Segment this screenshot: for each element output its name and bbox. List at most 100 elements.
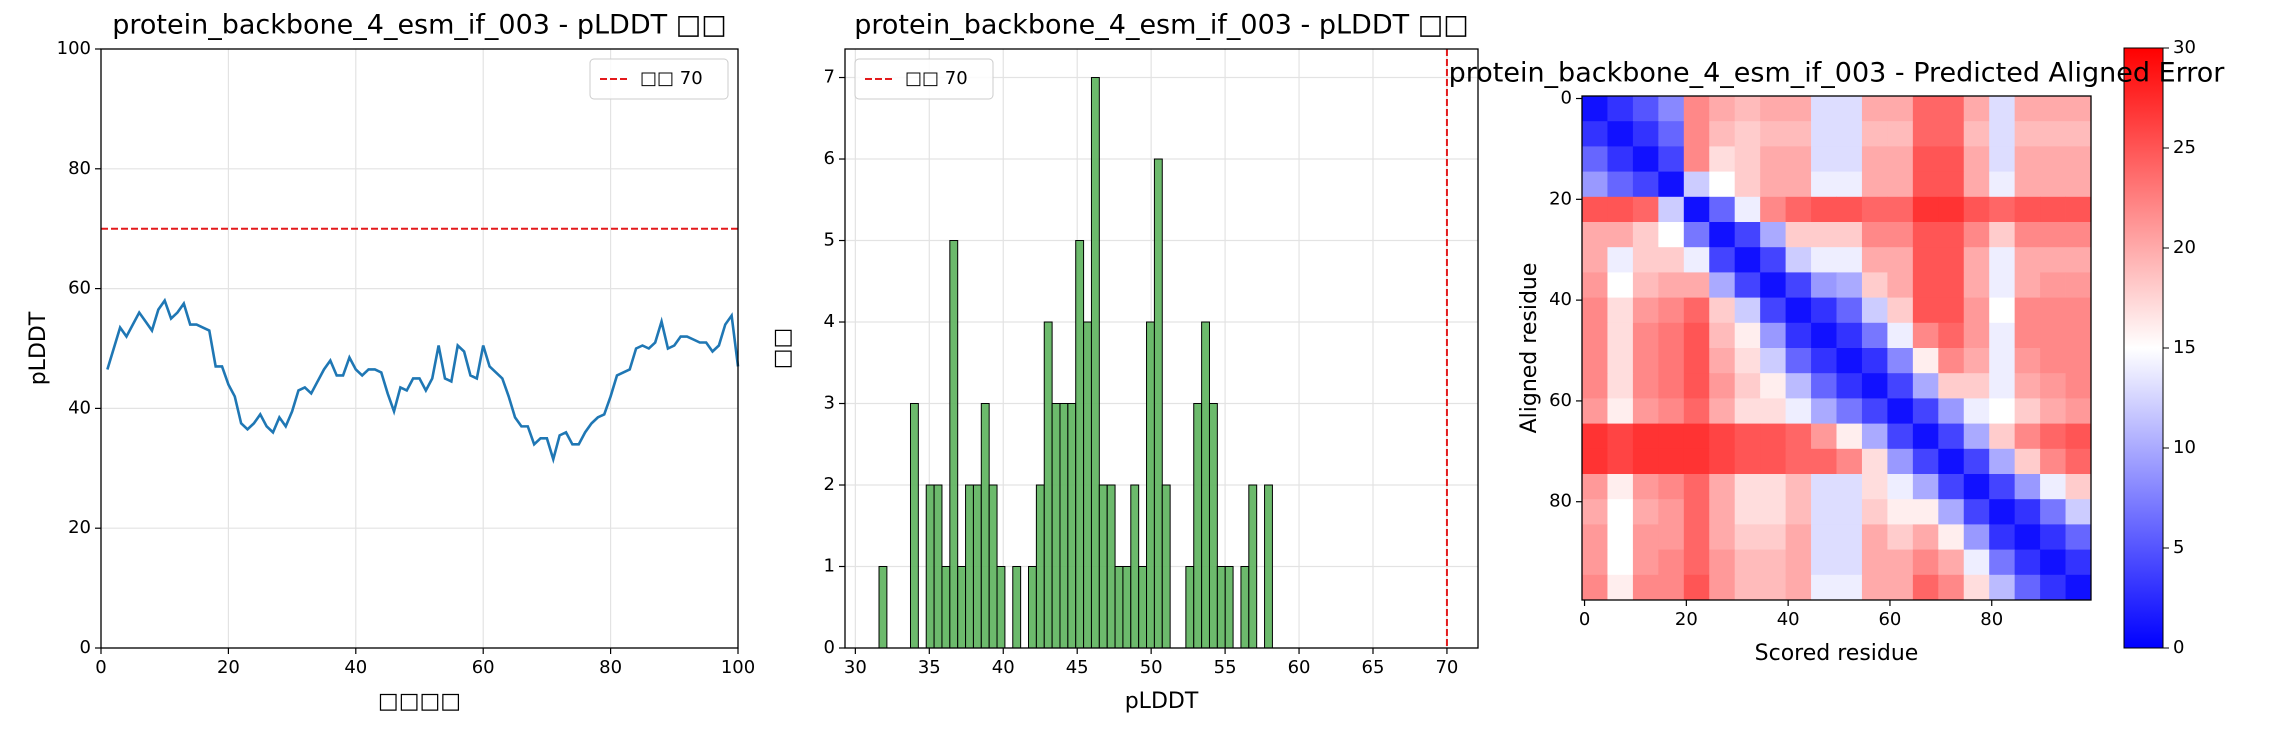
y-tick-label: 1	[824, 556, 835, 577]
panel: 0 5 10 15 20 25 30 0 20 40 60 80 0 20 40 60 80 protein_ba…	[1449, 37, 2226, 666]
heatmap-cell	[1836, 549, 1863, 576]
heatmap-cell	[1938, 121, 1965, 147]
heatmap-cell	[1709, 171, 1736, 198]
heatmap-cell	[1836, 222, 1863, 248]
x-tick-label: 60	[1288, 657, 1311, 678]
heatmap-cell	[1683, 348, 1710, 374]
heatmap-cell	[1785, 474, 1812, 500]
heatmap-cell	[1989, 297, 2016, 324]
heatmap-cell	[1709, 448, 1736, 475]
heatmap-cell	[1734, 196, 1761, 223]
heatmap-cell	[1785, 499, 1812, 525]
heatmap-cell	[1963, 474, 1990, 500]
heatmap-cell	[1811, 272, 1837, 298]
bar	[878, 566, 888, 649]
heatmap-cell	[1607, 373, 1634, 399]
heatmap-cell	[1658, 247, 1685, 273]
heatmap-cell	[1938, 448, 1965, 475]
heatmap-cell	[1658, 297, 1685, 324]
heatmap-cell	[1582, 322, 1608, 349]
heatmap-cell	[2040, 474, 2066, 500]
heatmap-cell	[1836, 524, 1863, 550]
x-tick-label: 40	[1777, 609, 1800, 630]
heatmap-cell	[1658, 171, 1685, 198]
heatmap-cell	[1963, 348, 1990, 374]
heatmap-cell	[2040, 96, 2066, 122]
heatmap-cell	[1709, 196, 1736, 223]
heatmap-cell	[1836, 499, 1863, 525]
x-tick-label: 80	[1980, 609, 2003, 630]
bar	[957, 566, 967, 649]
heatmap-cell	[1582, 423, 1608, 450]
heatmap-cell	[1582, 524, 1608, 550]
heatmap-cell	[1683, 322, 1710, 349]
heatmap-cell	[1607, 222, 1634, 248]
heatmap-cell	[1861, 222, 1888, 248]
heatmap-cell	[1938, 423, 1965, 450]
heatmap-cell	[1861, 574, 1888, 601]
heatmap-cell	[1734, 499, 1761, 525]
heatmap-cell	[1861, 146, 1888, 172]
heatmap-cell	[1836, 272, 1863, 298]
heatmap-cell	[1887, 348, 1914, 374]
x-tick-label: 70	[1435, 657, 1458, 678]
y-tick-label: 7	[824, 67, 835, 88]
heatmap-cell	[1963, 272, 1990, 298]
heatmap-cell	[1683, 222, 1710, 248]
heatmap-cell	[1607, 448, 1634, 475]
heatmap-cell	[1582, 474, 1608, 500]
heatmap-cell	[1912, 348, 1939, 374]
heatmap-cell	[1760, 96, 1786, 122]
x-axis-label: □□□□	[378, 689, 461, 714]
x-tick-label: 60	[1878, 609, 1901, 630]
heatmap-cell	[1861, 499, 1888, 525]
bar	[1193, 403, 1203, 649]
heatmap-cell	[2065, 121, 2092, 147]
heatmap-cell	[1709, 348, 1736, 374]
heatmap-cell	[1811, 222, 1837, 248]
heatmap-cell	[2014, 448, 2041, 475]
heatmap-cell	[2065, 574, 2092, 601]
heatmap-cell	[1658, 423, 1685, 450]
bar	[1090, 77, 1100, 649]
heatmap-cell	[1632, 499, 1659, 525]
heatmap-cell	[1582, 499, 1608, 525]
heatmap-cell	[1582, 121, 1608, 147]
heatmap-cell	[1632, 121, 1659, 147]
heatmap-cell	[1785, 247, 1812, 273]
heatmap-cell	[1887, 171, 1914, 198]
heatmap-cell	[1963, 524, 1990, 550]
heatmap-cell	[1989, 196, 2016, 223]
heatmap-cell	[1683, 247, 1710, 273]
heatmap-cell	[1658, 499, 1685, 525]
heatmap-cell	[1683, 272, 1710, 298]
heatmap-cell	[1658, 146, 1685, 172]
heatmap-cell	[1938, 247, 1965, 273]
heatmap-cell	[2040, 322, 2066, 349]
heatmap-cell	[1760, 549, 1786, 576]
heatmap-cell	[1785, 196, 1812, 223]
heatmap-cell	[1785, 222, 1812, 248]
y-tick-label: 20	[1549, 188, 1572, 209]
bar	[1075, 240, 1085, 649]
heatmap-cell	[1912, 549, 1939, 576]
bar	[965, 484, 974, 649]
heatmap-cell	[1887, 499, 1914, 525]
heatmap-cell	[1861, 348, 1888, 374]
heatmap-cell	[1861, 549, 1888, 576]
heatmap-cell	[1887, 272, 1914, 298]
heatmap-cell	[2014, 499, 2041, 525]
heatmap-cell	[1861, 373, 1888, 399]
heatmap-cell	[1683, 96, 1710, 122]
heatmap-cell	[2065, 373, 2092, 399]
y-tick-label: 60	[1549, 390, 1572, 411]
heatmap-cell	[1632, 171, 1659, 198]
bar	[1035, 484, 1045, 649]
heatmap-cell	[1887, 398, 1914, 424]
heatmap-cell	[1785, 348, 1812, 374]
bar	[909, 403, 919, 649]
heatmap-cell	[1963, 247, 1990, 273]
heatmap-cell	[1582, 373, 1608, 399]
heatmap-cell	[1760, 398, 1786, 424]
heatmap-cell	[1989, 348, 2016, 374]
